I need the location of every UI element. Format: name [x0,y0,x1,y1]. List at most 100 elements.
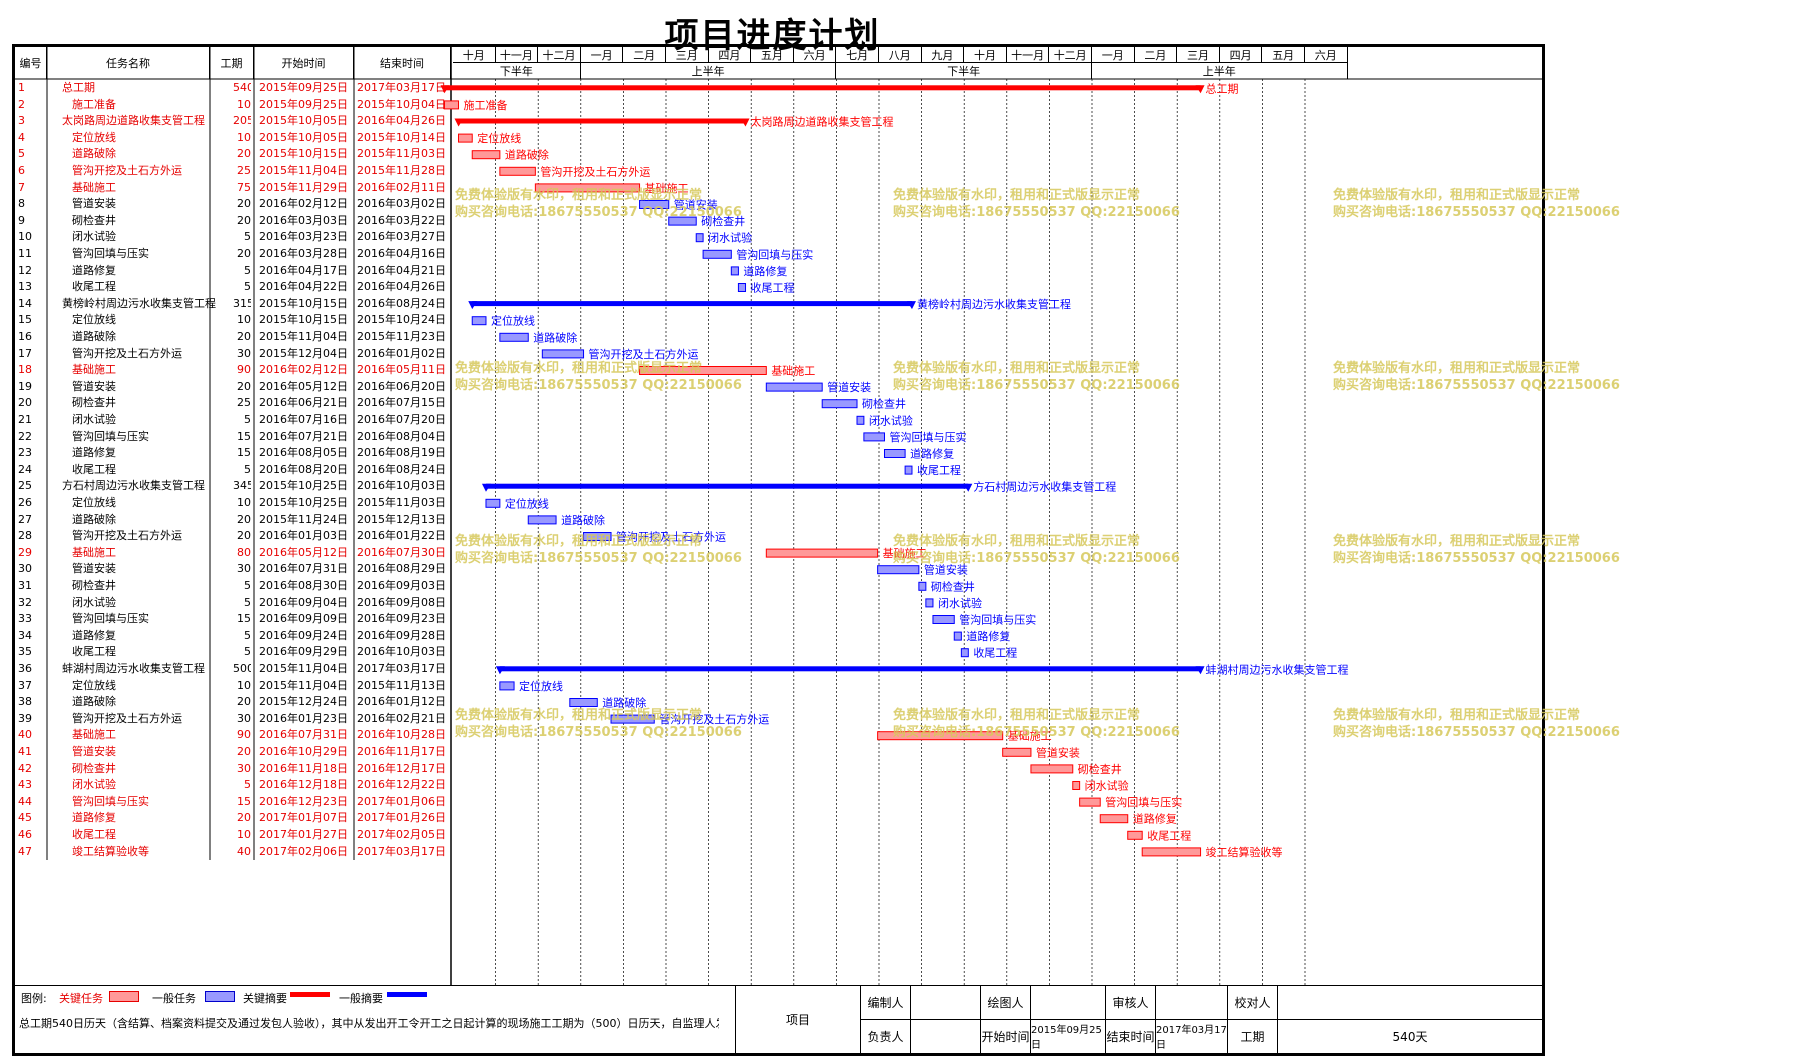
table-row[interactable]: 46 收尾工程 10 2017年01月27日 2017年02月05日 [15,827,453,844]
task-bar[interactable] [457,133,473,143]
task-bar[interactable] [1099,814,1129,824]
summary-bar[interactable] [440,85,1205,94]
table-row[interactable]: 6 管沟开挖及土石方外运 25 2015年11月04日 2015年11月28日 [15,163,453,180]
table-row[interactable]: 11 管沟回填与压实 20 2016年03月28日 2016年04月16日 [15,246,453,263]
task-bar[interactable] [639,366,767,375]
task-bar[interactable] [1030,764,1074,774]
table-row[interactable]: 9 砌检查井 20 2016年03月03日 2016年03月22日 [15,213,453,230]
table-row[interactable]: 17 管沟开挖及土石方外运 30 2015年12月04日 2016年01月02日 [15,346,453,363]
task-bar[interactable] [904,465,913,475]
table-row[interactable]: 26 定位放线 10 2015年10月25日 2015年11月03日 [15,495,453,512]
table-row[interactable]: 16 道路破除 20 2015年11月04日 2015年11月23日 [15,329,453,346]
task-bar[interactable] [443,100,459,110]
table-row[interactable]: 22 管沟回填与压实 15 2016年07月21日 2016年08月04日 [15,429,453,446]
task-start: 2016年07月21日 [259,429,348,443]
table-row[interactable]: 43 闭水试验 5 2016年12月18日 2016年12月22日 [15,777,453,794]
task-bar[interactable] [639,200,670,209]
task-bar[interactable] [1141,847,1202,857]
footer-owner-value[interactable] [910,1019,980,1053]
table-row[interactable]: 36 蚌湖村周边污水收集支管工程 500 2015年11月04日 2017年03月17日 [15,661,453,678]
table-row[interactable]: 18 基础施工 90 2016年02月12日 2016年05月11日 [15,362,453,379]
task-bar[interactable] [877,731,1004,741]
task-bar[interactable] [953,631,962,641]
task-bar[interactable] [702,249,732,259]
task-bar[interactable] [765,382,823,392]
table-row[interactable]: 42 砌检查井 30 2016年11月18日 2016年12月17日 [15,761,453,778]
table-row[interactable]: 34 道路修复 5 2016年09月24日 2016年09月28日 [15,628,453,645]
task-bar[interactable] [1002,747,1032,757]
task-bar[interactable] [960,648,969,658]
task-bar[interactable] [471,316,487,326]
table-row[interactable]: 13 收尾工程 5 2016年04月22日 2016年04月26日 [15,279,453,296]
task-bar[interactable] [527,515,557,525]
table-row[interactable]: 2 施工准备 10 2015年09月25日 2015年10月04日 [15,97,453,114]
table-row[interactable]: 30 管道安装 30 2016年07月31日 2016年08月29日 [15,561,453,578]
table-row[interactable]: 20 砌检查井 25 2016年06月21日 2016年07月15日 [15,395,453,412]
summary-bar[interactable] [481,483,973,492]
table-row[interactable]: 12 道路修复 5 2016年04月17日 2016年04月21日 [15,263,453,280]
task-bar[interactable] [730,266,739,276]
table-row[interactable]: 25 方石村周边污水收集支管工程 345 2015年10月25日 2016年10月03日 [15,478,453,495]
table-row[interactable]: 47 竣工结算验收等 40 2017年02月06日 2017年03月17日 [15,844,453,861]
table-row[interactable]: 5 道路破除 20 2015年10月15日 2015年11月03日 [15,146,453,163]
table-row[interactable]: 37 定位放线 10 2015年11月04日 2015年11月13日 [15,678,453,695]
table-row[interactable]: 39 管沟开挖及土石方外运 30 2016年01月23日 2016年02月21日 [15,711,453,728]
task-bar[interactable] [485,498,501,508]
footer-drawer-value[interactable] [1030,985,1105,1019]
table-row[interactable]: 45 道路修复 20 2017年01月07日 2017年01月26日 [15,810,453,827]
task-bar[interactable] [583,532,612,541]
task-bar[interactable] [499,681,515,691]
table-row[interactable]: 19 管道安装 20 2016年05月12日 2016年06月20日 [15,379,453,396]
task-bar[interactable] [856,415,865,425]
task-bar[interactable] [821,399,858,409]
footer-editor-value[interactable] [910,985,980,1019]
task-bar[interactable] [471,150,501,160]
table-row[interactable]: 1 总工期 540 2015年09月25日 2017年03月17日 [15,80,453,97]
task-bar[interactable] [925,598,934,608]
footer-checker-value[interactable] [1277,985,1542,1019]
task-bar[interactable] [541,349,585,359]
table-row[interactable]: 44 管沟回填与压实 15 2016年12月23日 2017年01月06日 [15,794,453,811]
table-row[interactable]: 8 管道安装 20 2016年02月12日 2016年03月02日 [15,196,453,213]
task-bar[interactable] [863,432,885,442]
task-bar[interactable] [695,233,704,243]
table-row[interactable]: 10 闭水试验 5 2016年03月23日 2016年03月27日 [15,229,453,246]
table-row[interactable]: 40 基础施工 90 2016年07月31日 2016年10月28日 [15,727,453,744]
table-row[interactable]: 41 管道安装 20 2016年10月29日 2016年11月17日 [15,744,453,761]
table-row[interactable]: 35 收尾工程 5 2016年09月29日 2016年10月03日 [15,644,453,661]
task-bar[interactable] [1127,830,1143,840]
summary-bar[interactable] [495,666,1205,675]
table-row[interactable]: 28 管沟开挖及土石方外运 20 2016年01月03日 2016年01月22日 [15,528,453,545]
task-bar[interactable] [932,615,955,624]
table-row[interactable]: 4 定位放线 10 2015年10月05日 2015年10月14日 [15,130,453,147]
table-row[interactable]: 21 闭水试验 5 2016年07月16日 2016年07月20日 [15,412,453,429]
table-row[interactable]: 33 管沟回填与压实 15 2016年09月09日 2016年09月23日 [15,611,453,628]
task-bar[interactable] [499,332,529,342]
table-row[interactable]: 14 黄榜岭村周边污水收集支管工程 315 2015年10月15日 2016年08月24… [15,296,453,313]
table-row[interactable]: 7 基础施工 75 2015年11月29日 2016年02月11日 [15,180,453,197]
task-bar[interactable] [918,581,927,591]
table-row[interactable]: 31 砌检查井 5 2016年08月30日 2016年09月03日 [15,578,453,595]
task-bar[interactable] [1079,797,1101,807]
task-bar[interactable] [610,714,655,724]
table-row[interactable]: 3 太岗路周边道路收集支管工程 205 2015年10月05日 2016年04月26日 [15,113,453,130]
summary-bar[interactable] [468,301,916,310]
task-bar[interactable] [569,698,598,707]
table-row[interactable]: 15 定位放线 10 2015年10月15日 2015年10月24日 [15,312,453,329]
table-row[interactable]: 24 收尾工程 5 2016年08月20日 2016年08月24日 [15,462,453,479]
task-bar[interactable] [534,183,641,193]
task-bar[interactable] [877,565,920,575]
task-bar[interactable] [668,216,697,226]
table-row[interactable]: 27 道路破除 20 2015年11月24日 2015年12月13日 [15,512,453,529]
footer-reviewer-value[interactable] [1155,985,1227,1019]
table-row[interactable]: 23 道路修复 15 2016年08月05日 2016年08月19日 [15,445,453,462]
task-bar[interactable] [1072,781,1081,790]
table-row[interactable]: 32 闭水试验 5 2016年09月04日 2016年09月08日 [15,595,453,612]
task-bar[interactable] [883,449,906,458]
table-row[interactable]: 29 基础施工 80 2016年05月12日 2016年07月30日 [15,545,453,562]
task-bar[interactable] [765,548,879,558]
summary-bar[interactable] [454,118,750,127]
task-bar[interactable] [737,283,747,292]
table-row[interactable]: 38 道路破除 20 2015年12月24日 2016年01月12日 [15,694,453,711]
task-bar[interactable] [499,166,536,176]
